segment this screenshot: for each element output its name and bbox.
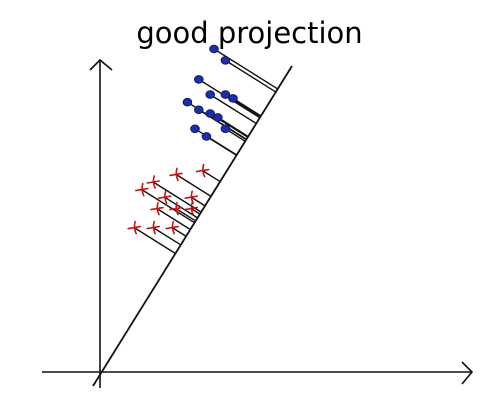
projection-segment [209,94,257,124]
projection-segment [133,227,176,254]
red-cross-point [150,201,164,216]
red-cross-point [146,220,160,235]
projection-segment [156,208,191,230]
blue-point [220,90,231,99]
blue-points [182,44,238,141]
red-cross-point [184,190,198,204]
y-axis-arrowhead [89,58,113,71]
red-cross-point [195,163,210,178]
projection-segment [152,227,181,246]
axes [42,58,474,388]
red-points [127,163,210,235]
red-cross-point [135,182,149,197]
projection-segment [206,135,237,156]
red-cross-point [169,167,183,182]
projection-line [92,65,293,387]
projection-segment [190,196,205,207]
projection-segment [225,59,277,93]
red-cross-point [184,201,198,216]
projection-segment [152,181,201,213]
blue-point [201,132,212,141]
red-cross-point [165,220,179,235]
diagram-title: good projection [136,16,363,50]
projection-segment [232,97,262,117]
projection-segment [175,173,211,197]
red-cross-point [169,201,183,216]
blue-point [205,109,215,118]
blue-point [228,94,238,103]
projection-segment [171,227,186,237]
projection-segment [141,189,195,223]
blue-point [209,44,219,54]
blue-point [190,124,200,134]
projection-segment [213,48,278,90]
blue-point [205,90,215,99]
blue-point [213,113,223,122]
projection-segment [190,208,200,215]
projection-segment [175,208,196,222]
blue-point [194,105,204,115]
x-axis-arrowhead [461,361,474,385]
red-cross-point [146,175,160,189]
blue-point [220,124,231,134]
blue-point [182,97,193,107]
red-cross-point [157,190,172,204]
projection-segment [202,170,221,182]
projection-segment [217,116,249,137]
projection-lines [133,48,278,254]
blue-point [194,75,204,84]
red-cross-point [127,220,141,235]
blue-point [220,56,231,65]
